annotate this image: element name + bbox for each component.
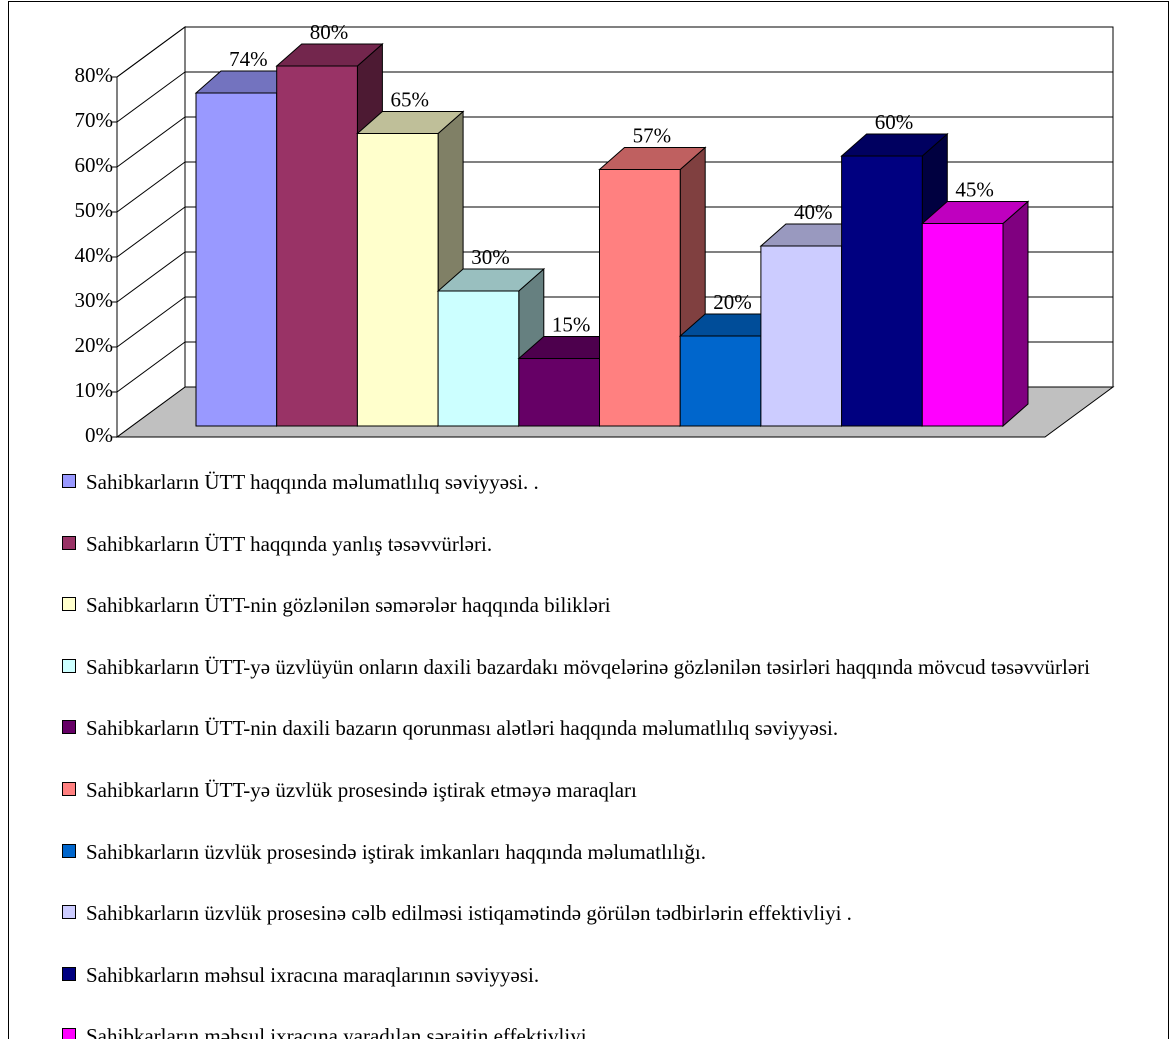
legend-swatch	[62, 658, 76, 673]
bar	[841, 155, 923, 427]
value-label: 20%	[713, 290, 752, 314]
bar	[195, 92, 278, 427]
legend-swatch	[62, 966, 76, 981]
legend-item: Sahibkarların ÜTT-nin gözlənilən səmərəl…	[62, 593, 1167, 617]
legend-label: Sahibkarların ÜTT haqqında yanlış təsəvv…	[86, 531, 493, 556]
bar	[599, 169, 681, 427]
bar	[356, 133, 439, 427]
legend-swatch	[62, 1028, 76, 1039]
y-tick-label: 60%	[75, 153, 114, 177]
value-label: 30%	[471, 245, 510, 269]
legend-label: Sahibkarların məhsul ixracına maraqların…	[86, 962, 540, 987]
bar	[276, 65, 358, 427]
grid-line	[116, 161, 186, 213]
legend-label: Sahibkarların ÜTT haqqında məlumatlılıq …	[86, 470, 539, 494]
legend-item: Sahibkarların ÜTT haqqında məlumatlılıq …	[62, 470, 1167, 494]
value-label: 57%	[633, 123, 672, 147]
y-tick-label: 40%	[75, 243, 114, 267]
bar	[518, 358, 600, 427]
legend-label: Sahibkarların ÜTT-nin gözlənilən səmərəl…	[86, 593, 611, 618]
y-tick-label: 70%	[75, 108, 114, 132]
legend-swatch	[62, 535, 76, 550]
legend-item: Sahibkarların ÜTT haqqında yanlış təsəvv…	[62, 532, 1167, 556]
bar	[921, 223, 1004, 427]
grid-line	[116, 116, 186, 168]
value-label: 65%	[391, 87, 430, 111]
legend-label: Sahibkarların üzvlük prosesinə cəlb edil…	[86, 901, 852, 926]
legend-item: Sahibkarların üzvlük prosesinə cəlb edil…	[62, 901, 1167, 925]
legend-item: Sahibkarların məhsul ixracına yaradılan …	[62, 1024, 1167, 1039]
y-tick-label: 30%	[75, 288, 114, 312]
legend-item: Sahibkarların ÜTT-yə üzvlük prosesində i…	[62, 778, 1167, 802]
legend-swatch	[62, 905, 76, 920]
grid-line	[116, 251, 186, 303]
value-label: 80%	[310, 20, 349, 44]
legend-item: Sahibkarların ÜTT-yə üzvlüyün onların da…	[62, 655, 1167, 679]
grid-line	[116, 26, 186, 78]
bar	[437, 290, 520, 427]
legend-swatch	[62, 720, 76, 735]
bar	[760, 245, 843, 427]
legend-label: Sahibkarların üzvlük prosesində iştirak …	[86, 839, 706, 864]
y-tick-label: 20%	[75, 333, 114, 357]
chart-frame	[8, 1, 1169, 1039]
value-label: 40%	[794, 200, 833, 224]
bar-side	[1002, 200, 1029, 428]
legend-swatch	[62, 782, 76, 796]
grid-line	[116, 296, 186, 348]
legend-swatch	[62, 474, 76, 488]
legend-label: Sahibkarların ÜTT-yə üzvlüyün onların da…	[86, 654, 1090, 679]
legend-item: Sahibkarların ÜTT-nin daxili bazarın qor…	[62, 716, 1167, 740]
grid-line	[116, 341, 186, 393]
grid-line	[116, 206, 186, 258]
legend-label: Sahibkarların ÜTT-yə üzvlük prosesində i…	[86, 778, 637, 802]
y-tick-label: 50%	[75, 198, 114, 222]
bar	[679, 335, 762, 427]
value-label: 15%	[552, 312, 591, 336]
legend-label: Sahibkarların ÜTT-nin daxili bazarın qor…	[86, 716, 839, 741]
grid-line	[116, 71, 186, 123]
legend-item: Sahibkarların üzvlük prosesində iştirak …	[62, 840, 1167, 864]
legend-swatch	[62, 597, 76, 612]
y-tick-label: 0%	[85, 423, 113, 447]
value-label: 74%	[229, 47, 268, 71]
legend-item: Sahibkarların məhsul ixracına maraqların…	[62, 963, 1167, 987]
y-tick-label: 80%	[75, 63, 114, 87]
legend-swatch	[62, 843, 76, 858]
y-tick-label: 10%	[75, 378, 114, 402]
legend-label: Sahibkarların məhsul ixracına yaradılan …	[86, 1024, 587, 1039]
value-label: 45%	[955, 177, 994, 201]
value-label: 60%	[875, 110, 914, 134]
